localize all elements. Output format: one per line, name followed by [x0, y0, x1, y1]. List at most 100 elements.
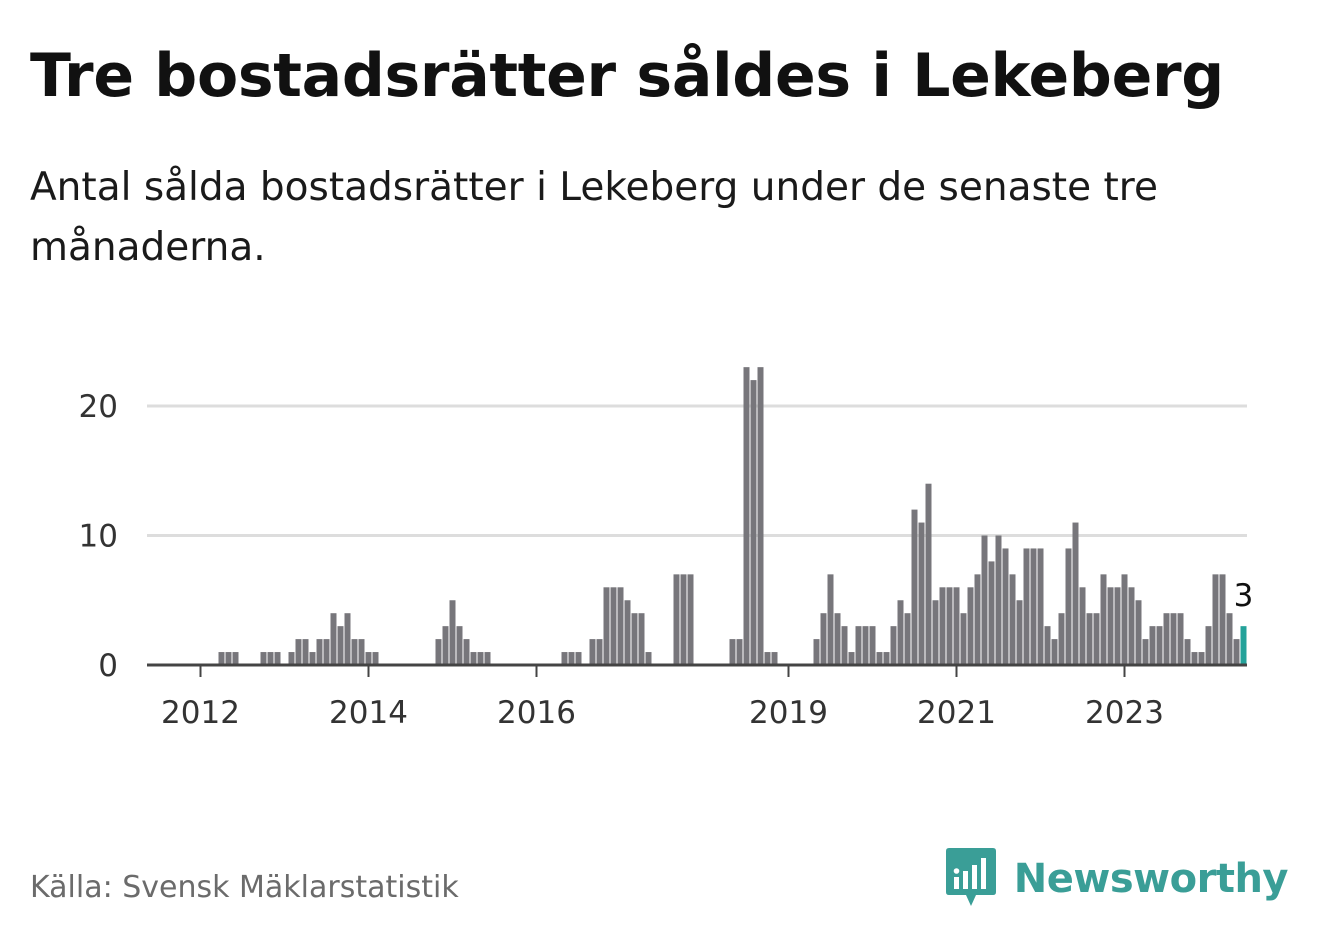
bar — [827, 574, 834, 665]
bar — [589, 639, 596, 665]
bar — [911, 509, 918, 665]
x-tick-label: 2021 — [917, 695, 996, 731]
bar — [680, 574, 687, 665]
bar — [603, 587, 610, 665]
chart-subtitle: Antal sålda bostadsrätter i Lekeberg und… — [30, 165, 1158, 270]
bar — [1149, 626, 1156, 665]
bar — [575, 652, 582, 665]
brand-name: Newsworthy — [1013, 856, 1289, 902]
bar — [645, 652, 652, 665]
bar — [750, 380, 757, 665]
bar — [953, 587, 960, 665]
bar — [1086, 613, 1093, 665]
bar — [1142, 639, 1149, 665]
bar — [932, 600, 939, 665]
bar — [918, 522, 925, 665]
bar — [1002, 548, 1009, 665]
bar — [841, 626, 848, 665]
bar — [624, 600, 631, 665]
y-axis-labels: 0 10 20 — [79, 389, 118, 684]
bar — [869, 626, 876, 665]
bar — [1177, 613, 1184, 665]
bar — [295, 639, 302, 665]
bar — [1114, 587, 1121, 665]
bar — [302, 639, 309, 665]
bar — [1205, 626, 1212, 665]
bar — [1100, 574, 1107, 665]
bar — [974, 574, 981, 665]
bar — [729, 639, 736, 665]
bar — [925, 483, 932, 665]
newsworthy-logo[interactable]: Newsworthy — [945, 846, 1289, 912]
bar — [764, 652, 771, 665]
bar — [673, 574, 680, 665]
bar — [981, 535, 988, 665]
bar — [435, 639, 442, 665]
bar — [1044, 626, 1051, 665]
x-tick-label: 2019 — [749, 695, 828, 731]
bar — [561, 652, 568, 665]
chart-title: Tre bostadsrätter såldes i Lekeberg — [30, 41, 1224, 111]
bar — [848, 652, 855, 665]
bar — [365, 652, 372, 665]
bar — [1156, 626, 1163, 665]
bar — [372, 652, 379, 665]
y-tick-label: 20 — [79, 389, 118, 425]
bar — [1135, 600, 1142, 665]
bar — [1198, 652, 1205, 665]
bar — [813, 639, 820, 665]
bar — [904, 613, 911, 665]
bar — [442, 626, 449, 665]
annotations: 3 — [1231, 575, 1257, 617]
bar — [323, 639, 330, 665]
bar — [1107, 587, 1114, 665]
bar-chart: 0 10 20 2012 2014 2016 2019 2021 2023 3 — [79, 367, 1257, 731]
bar — [470, 652, 477, 665]
bar — [274, 652, 281, 665]
bar — [1079, 587, 1086, 665]
bar — [267, 652, 274, 665]
bar — [1058, 613, 1065, 665]
bar — [1009, 574, 1016, 665]
bar — [736, 639, 743, 665]
bar — [344, 613, 351, 665]
bar — [1219, 574, 1226, 665]
bar — [477, 652, 484, 665]
bar — [771, 652, 778, 665]
bar — [1030, 548, 1037, 665]
bar — [687, 574, 694, 665]
bar — [1072, 522, 1079, 665]
bar — [946, 587, 953, 665]
bar — [995, 535, 1002, 665]
gridlines — [147, 404, 1247, 537]
bar — [1065, 548, 1072, 665]
bar — [1051, 639, 1058, 665]
bar — [757, 367, 764, 665]
bar — [1037, 548, 1044, 665]
bar — [834, 613, 841, 665]
bar — [1212, 574, 1219, 665]
bar — [939, 587, 946, 665]
bar — [316, 639, 323, 665]
bar — [967, 587, 974, 665]
bar — [456, 626, 463, 665]
bar — [820, 613, 827, 665]
source-note: Källa: Svensk Mäklarstatistik — [30, 870, 459, 905]
bar-latest — [1240, 626, 1247, 665]
bar — [1023, 548, 1030, 665]
bar — [1233, 639, 1240, 665]
bar — [1121, 574, 1128, 665]
newsworthy-chart-icon — [945, 848, 996, 906]
bar — [596, 639, 603, 665]
bar — [883, 652, 890, 665]
x-tick-label: 2016 — [497, 695, 576, 731]
bar — [309, 652, 316, 665]
bar — [1191, 652, 1198, 665]
bar — [855, 626, 862, 665]
x-tick-label: 2012 — [161, 695, 240, 731]
x-axis: 2012 2014 2016 2019 2021 2023 — [147, 663, 1247, 731]
bar — [225, 652, 232, 665]
bar — [337, 626, 344, 665]
bar — [988, 561, 995, 665]
bar — [1016, 600, 1023, 665]
